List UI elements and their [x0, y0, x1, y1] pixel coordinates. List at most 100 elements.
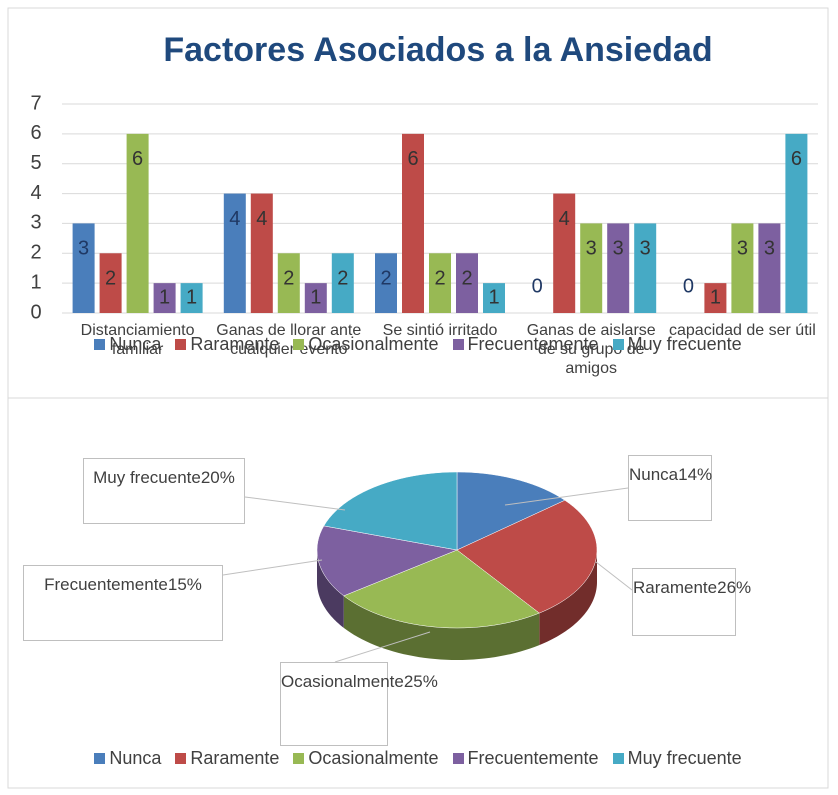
pie-slice	[456, 471, 566, 551]
legend-swatch	[612, 753, 624, 764]
leader-line	[595, 561, 633, 591]
callout-value: 15%	[167, 575, 202, 594]
chart-title: Factores Asociados a la Ansiedad	[163, 31, 712, 69]
legend-label: Ocasionalmente	[308, 334, 439, 354]
legend-label: Frecuentemente	[467, 334, 599, 354]
data-label: 6	[132, 148, 143, 170]
legend-item: Nunca	[94, 334, 161, 355]
data-label: 4	[559, 208, 570, 230]
data-label: 3	[737, 238, 748, 260]
x-tick-label: Se sintió irritado	[382, 322, 498, 339]
leader-line	[244, 496, 346, 511]
data-label: 1	[186, 286, 197, 308]
legend-item: Ocasionalmente	[293, 334, 439, 355]
legend-label: Frecuentemente	[467, 748, 599, 768]
data-label: 4	[256, 208, 267, 230]
pie-side	[317, 550, 344, 628]
callout: Muy frecuente20%	[83, 458, 245, 524]
leader-line	[504, 487, 629, 506]
pie-slice	[343, 549, 540, 629]
bar	[331, 253, 354, 313]
data-label: 4	[229, 208, 240, 230]
data-label: 1	[710, 286, 721, 308]
legend-label: Ocasionalmente	[308, 748, 439, 768]
callout: Ocasionalmente25%	[280, 662, 438, 746]
y-tick-label: 6	[30, 122, 41, 144]
callout-name: Nunca	[629, 465, 679, 484]
pie-slice	[323, 471, 458, 551]
bar	[785, 133, 808, 313]
data-label: 2	[461, 268, 472, 290]
data-label: 6	[791, 148, 802, 170]
legend-item: Nunca	[94, 748, 161, 769]
bar	[223, 193, 246, 313]
bar	[153, 283, 176, 313]
y-tick-label: 3	[30, 212, 41, 234]
legend-label: Nunca	[109, 334, 162, 354]
bar	[250, 193, 273, 313]
legend-swatch	[293, 753, 305, 764]
x-tick-label: Ganas de llorar ante cualquier evento	[216, 322, 362, 358]
x-tick-label: Distanciamiento familiar	[80, 322, 195, 358]
bar	[180, 283, 203, 313]
data-label: 2	[434, 268, 445, 290]
data-label: 1	[488, 286, 499, 308]
callout: Frecuentemente15%	[23, 565, 223, 641]
bar	[402, 133, 424, 313]
data-label: 3	[764, 238, 775, 260]
pie-slice	[316, 525, 458, 597]
bar	[704, 283, 727, 313]
legend-label: Muy frecuente	[627, 334, 742, 354]
data-label: 1	[159, 286, 170, 308]
callout-name: Muy frecuente	[93, 468, 201, 487]
callout-name: Frecuentemente	[44, 575, 168, 594]
y-tick-label: 0	[30, 301, 41, 323]
data-label: 2	[283, 268, 294, 290]
bar	[456, 253, 478, 313]
legend-label: Raramente	[190, 334, 280, 354]
pie-slice	[456, 499, 598, 614]
data-label: 3	[640, 238, 651, 260]
legend-item: Raramente	[175, 748, 279, 769]
legend-label: Nunca	[109, 748, 162, 768]
callout-value: 25%	[403, 672, 438, 691]
y-tick-label: 2	[30, 242, 41, 264]
callout-value: 14%	[678, 465, 713, 484]
bar	[429, 253, 451, 313]
legend-label: Muy frecuente	[627, 748, 742, 768]
bar	[72, 223, 95, 313]
data-label: 2	[105, 268, 116, 290]
bar	[580, 223, 603, 313]
callout-value: 20%	[200, 468, 235, 487]
data-label: 2	[380, 268, 391, 290]
bar	[304, 283, 327, 313]
legend: Nunca Raramente Ocasionalmente Frecuentemen…	[8, 334, 828, 355]
bar	[553, 193, 576, 313]
leader-line	[334, 631, 431, 663]
legend-swatch	[94, 753, 106, 764]
legend-label: Raramente	[190, 748, 280, 768]
legend-swatch	[452, 753, 464, 764]
legend-swatch	[175, 339, 187, 350]
bar	[483, 283, 505, 313]
bar	[277, 253, 300, 313]
y-tick-label: 5	[30, 152, 41, 174]
data-label: 3	[586, 238, 597, 260]
legend-swatch	[94, 339, 106, 350]
bar	[758, 223, 781, 313]
legend-swatch	[293, 339, 305, 350]
legend-item: Ocasionalmente	[293, 748, 439, 769]
bar	[731, 223, 754, 313]
data-label: 1	[310, 286, 321, 308]
callout: Raramente26%	[632, 568, 751, 636]
bar	[126, 133, 149, 313]
legend-swatch	[452, 339, 464, 350]
legend-item: Frecuentemente	[452, 334, 599, 355]
legend: Nunca Raramente Ocasionalmente Frecuentemen…	[8, 748, 828, 769]
data-label: 2	[337, 268, 348, 290]
legend-item: Raramente	[175, 334, 279, 355]
callout-value: 26%	[717, 578, 752, 597]
callout: Nunca14%	[628, 455, 712, 521]
